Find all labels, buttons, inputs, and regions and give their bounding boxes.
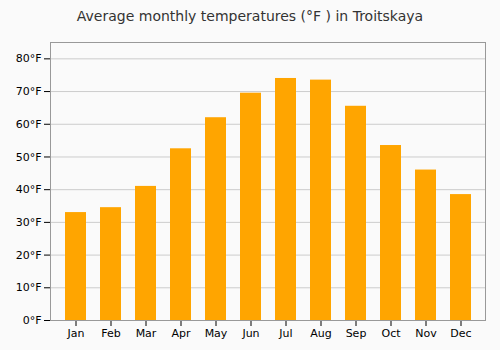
svg-text:Apr: Apr	[171, 327, 191, 340]
svg-text:Nov: Nov	[415, 327, 437, 340]
svg-text:50°F: 50°F	[16, 150, 42, 163]
svg-text:Dec: Dec	[450, 327, 471, 340]
html-text:Average monthly temperatures (: Average monthly temperatures (°F ) in Tr…	[76, 8, 424, 24]
svg-text:Aug: Aug	[310, 327, 331, 340]
svg-text:Oct: Oct	[381, 327, 401, 340]
svg-text:Sep: Sep	[346, 327, 367, 340]
svg-text:20°F: 20°F	[16, 249, 42, 262]
svg-text:Jul: Jul	[278, 327, 292, 340]
svg-text:Mar: Mar	[136, 327, 157, 340]
svg-text:30°F: 30°F	[16, 216, 42, 229]
svg-text:Feb: Feb	[101, 327, 120, 340]
svg-text:80°F: 80°F	[16, 52, 42, 65]
svg-text:40°F: 40°F	[16, 183, 42, 196]
svg-text:Jan: Jan	[67, 327, 85, 340]
svg-text:60°F: 60°F	[16, 118, 42, 131]
svg-text:May: May	[205, 327, 228, 340]
svg-text:0°F: 0°F	[23, 314, 42, 327]
svg-text:10°F: 10°F	[16, 281, 42, 294]
svg-text:Jun: Jun	[241, 327, 259, 340]
svg-text:70°F: 70°F	[16, 85, 42, 98]
